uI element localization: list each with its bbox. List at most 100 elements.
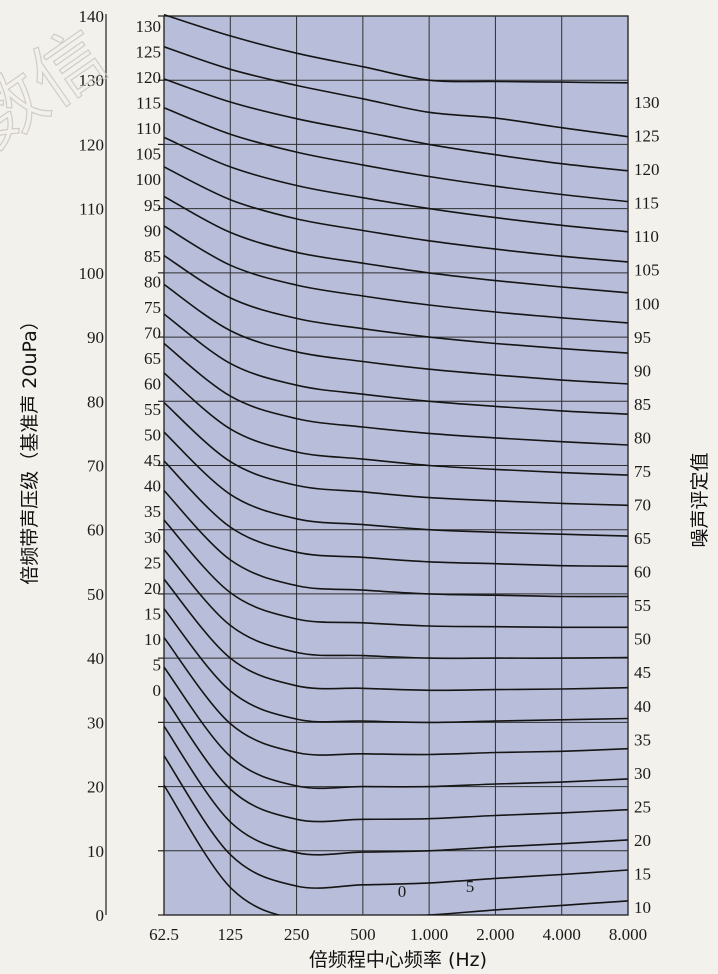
right-curve-label: 50 <box>634 630 651 649</box>
left-curve-label: 60 <box>144 375 161 394</box>
inner-curve-label: 0 <box>398 882 407 901</box>
x-axis-ticks: 62.5 125 250 500 1.000 2.000 4.000 8.000 <box>149 925 647 944</box>
right-curve-label: 70 <box>634 496 651 515</box>
right-curve-label: 120 <box>634 160 660 179</box>
nr-curve-115 <box>164 107 628 203</box>
x-tick-label: 62.5 <box>149 925 179 944</box>
left-curve-label: 80 <box>144 272 161 291</box>
y-axis-title: 倍频带声压级（基准声 20uPa） <box>19 311 41 585</box>
right-curve-label: 55 <box>634 596 651 615</box>
right-curve-label: 60 <box>634 563 651 582</box>
nr-curve-55 <box>164 460 628 568</box>
right-curve-label: 110 <box>634 227 659 246</box>
nr-curve-40 <box>164 549 628 660</box>
inner-curve-label: 5 <box>466 877 475 896</box>
y-tick-label: 90 <box>87 328 104 347</box>
left-curve-label: 10 <box>144 630 161 649</box>
right-curve-label: 95 <box>634 328 651 347</box>
nr-curve-110 <box>164 136 628 233</box>
y-tick-label: 100 <box>79 264 105 283</box>
left-curve-label: 110 <box>136 119 161 138</box>
nr-curve-5 <box>164 755 628 889</box>
y-tick-label: 120 <box>79 135 105 154</box>
left-curve-label: 45 <box>144 451 161 470</box>
nr-curve-85 <box>164 283 628 385</box>
left-curve-label: 50 <box>144 426 161 445</box>
left-curve-labels: 1301251201151101051009590858075706560555… <box>136 17 162 700</box>
left-curve-label: 70 <box>144 323 161 342</box>
right-curve-label: 40 <box>634 697 651 716</box>
right-curve-label: 10 <box>634 898 651 917</box>
x-tick-label: 250 <box>284 925 310 944</box>
y-tick-label: 80 <box>87 392 104 411</box>
nr-curve-20 <box>164 666 628 790</box>
right-curve-label: 25 <box>634 797 651 816</box>
right-curve-label: 85 <box>634 395 651 414</box>
y-tick-label: 20 <box>87 778 104 797</box>
y-tick-label: 10 <box>87 842 104 861</box>
x-tick-label: 125 <box>218 925 244 944</box>
x-tick-label: 500 <box>350 925 376 944</box>
nr-curve-70 <box>164 372 628 476</box>
y-tick-label: 0 <box>96 906 105 925</box>
left-curve-label: 15 <box>144 604 161 623</box>
left-curve-label: 55 <box>144 400 161 419</box>
x-axis-title: 倍频程中心频率 (Hz) <box>309 949 487 971</box>
nr-curve-25 <box>164 637 628 756</box>
nr-curve-80 <box>164 313 628 415</box>
left-curve-label: 75 <box>144 298 161 317</box>
right-curve-label: 75 <box>634 462 651 481</box>
right-curve-label: 65 <box>634 529 651 548</box>
nr-curve-130 <box>164 14 628 84</box>
y-tick-label: 140 <box>79 7 105 26</box>
left-curve-label: 35 <box>144 502 161 521</box>
nr-curve-60 <box>164 431 628 537</box>
right-curve-label: 105 <box>634 261 660 280</box>
nr-curve-35 <box>164 578 628 692</box>
y-tick-label: 60 <box>87 521 104 540</box>
right-curve-label: 15 <box>634 864 651 883</box>
right-curve-label: 125 <box>634 127 660 146</box>
nr-curve-105 <box>164 166 628 263</box>
nr-curve-120 <box>164 78 628 172</box>
right-curve-label: 100 <box>634 294 660 313</box>
right-curve-label: 20 <box>634 831 651 850</box>
nr-curve-65 <box>164 402 628 507</box>
nr-curve-0 <box>164 784 628 915</box>
left-curve-label: 85 <box>144 247 161 266</box>
left-curve-label: 65 <box>144 349 161 368</box>
y-tick-label: 70 <box>87 457 104 476</box>
nr-curve-50 <box>164 489 628 598</box>
right-curve-labels: 130 125 120 115 110 105 100 95 90 85 80 75 70 65 60 55 5… <box>634 93 660 917</box>
left-curve-label: 5 <box>153 655 162 674</box>
nr-curve-10 <box>164 725 628 856</box>
left-curve-label: 0 <box>153 681 162 700</box>
right-curve-label: 115 <box>634 194 659 213</box>
left-curve-label: 30 <box>144 528 161 547</box>
nr-curve-100 <box>164 195 628 294</box>
left-curve-label: 115 <box>136 94 161 113</box>
y-tick-label: 130 <box>79 71 105 90</box>
y2-axis-title: 噪声评定值 <box>689 452 711 547</box>
y-tick-label: 40 <box>87 649 104 668</box>
right-curve-label: 45 <box>634 663 651 682</box>
x-tick-label: 1.000 <box>410 925 448 944</box>
nr-curve-125 <box>164 46 628 138</box>
nr-curve-30 <box>164 608 628 724</box>
x-tick-label: 2.000 <box>476 925 514 944</box>
x-tick-label: 4.000 <box>543 925 581 944</box>
grid-lines <box>163 15 629 916</box>
left-curve-label: 90 <box>144 221 161 240</box>
y-tick-label: 50 <box>87 585 104 604</box>
right-curve-label: 80 <box>634 428 651 447</box>
nr-curve-45 <box>164 519 628 629</box>
y-tick-label: 110 <box>79 200 104 219</box>
left-curve-label: 105 <box>136 145 162 164</box>
left-curve-label: 95 <box>144 196 161 215</box>
nr-curve-95 <box>164 225 628 324</box>
left-curve-label: 40 <box>144 477 161 496</box>
left-curve-label: 25 <box>144 553 161 572</box>
